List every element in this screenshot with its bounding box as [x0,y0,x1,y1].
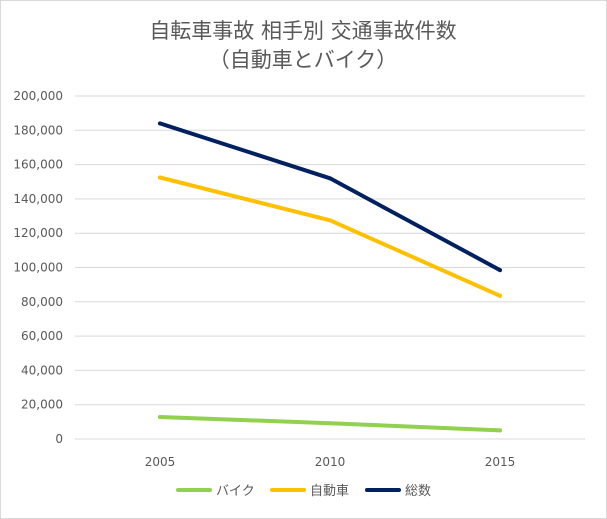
legend-label: 自動車 [310,484,349,499]
y-tick-label: 20,000 [21,398,63,412]
x-tick-label: 2010 [315,455,346,469]
data-point [498,428,502,433]
legend: バイク 自動車 総数 [176,484,431,499]
y-tick-label: 200,000 [13,89,63,103]
y-tick-label: 60,000 [21,329,63,343]
data-point [158,175,162,180]
legend-label: 総数 [405,484,431,499]
data-point [328,218,332,223]
data-point [328,176,332,181]
x-tick-label: 2015 [485,455,516,469]
y-tick-label: 40,000 [21,363,63,377]
y-tick-label: 80,000 [21,295,63,309]
y-tick-label: 100,000 [13,261,63,275]
y-tick-label: 0 [55,432,63,446]
series-line [158,121,502,273]
chart-subtitle: （自動車とバイク） [209,48,398,72]
gridlines [75,95,585,440]
y-axis-ticks: 0 20,000 40,000 60,000 80,000 100,000 120,000 1… [13,89,63,446]
data-point [328,421,332,426]
data-point [498,268,502,273]
x-axis-ticks: 2005 2010 2015 [145,455,516,469]
y-tick-label: 120,000 [13,226,63,240]
data-point [498,293,502,298]
series-line [158,175,502,298]
data-point [158,415,162,420]
y-tick-label: 140,000 [13,192,63,206]
data-point [158,121,162,126]
series-lines [158,121,502,433]
chart-title: 自転車事故 相手別 交通事故件数 [149,19,456,43]
x-tick-label: 2005 [145,455,176,469]
legend-label: バイク [216,484,255,499]
y-tick-label: 160,000 [13,158,63,172]
y-tick-label: 180,000 [13,123,63,137]
